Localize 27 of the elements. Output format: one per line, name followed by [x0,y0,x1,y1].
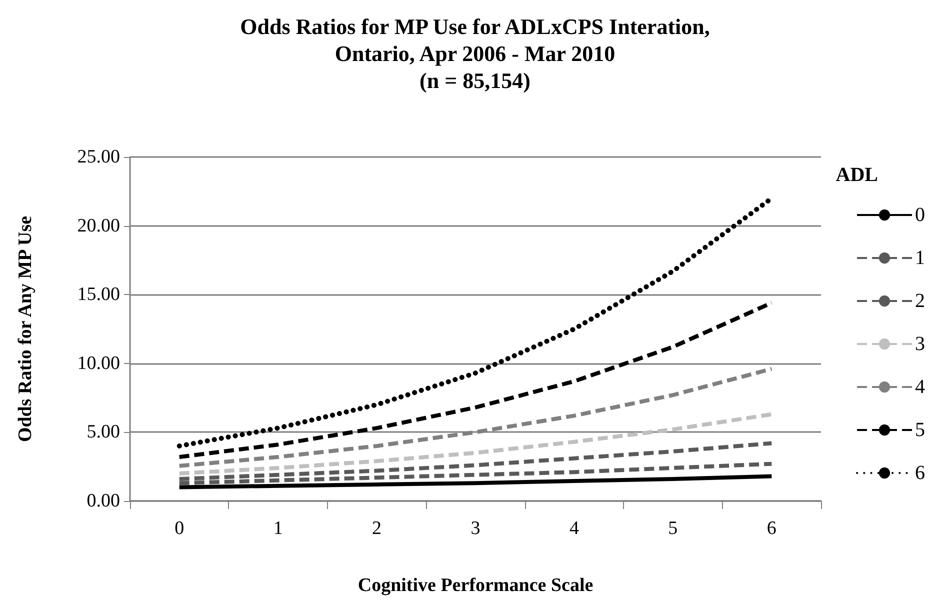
legend-label: 3 [915,333,925,355]
x-tick-label: 6 [766,518,776,539]
legend-label: 6 [915,462,925,484]
line-series [177,412,774,476]
line-series [177,300,774,459]
x-tick-label: 2 [372,518,382,539]
legend-label: 5 [915,419,925,441]
legend-label: 2 [915,290,925,312]
legend-label: 4 [915,376,925,398]
line-series [177,474,774,490]
x-tick-label: 0 [174,518,184,539]
x-tick-label: 5 [668,518,678,539]
legend-label: 0 [915,204,925,226]
y-tick-label: 10.00 [77,352,120,374]
chart-title: Odds Ratios for MP Use for ADLxCPS Interation, Ontario, Apr 2006 - Mar 2010 (n = 85,154) [240,14,710,93]
x-tick-label: 1 [273,518,283,539]
y-tick-label: 15.00 [77,284,120,306]
y-tick-label: 25.00 [77,146,120,168]
y-axis-title: Odds Ratio for Any MP Use [15,216,36,442]
x-tick-label: 4 [569,518,580,539]
y-tick-label: 20.00 [77,215,120,236]
legend-label: 1 [915,247,925,269]
y-tick-label: 5.00 [86,422,120,443]
x-tick-label: 3 [470,518,480,539]
x-axis-title: Cognitive Performance Scale [358,575,594,596]
y-tick-label: 0.00 [86,490,120,512]
legend-title: ADL [836,164,878,186]
